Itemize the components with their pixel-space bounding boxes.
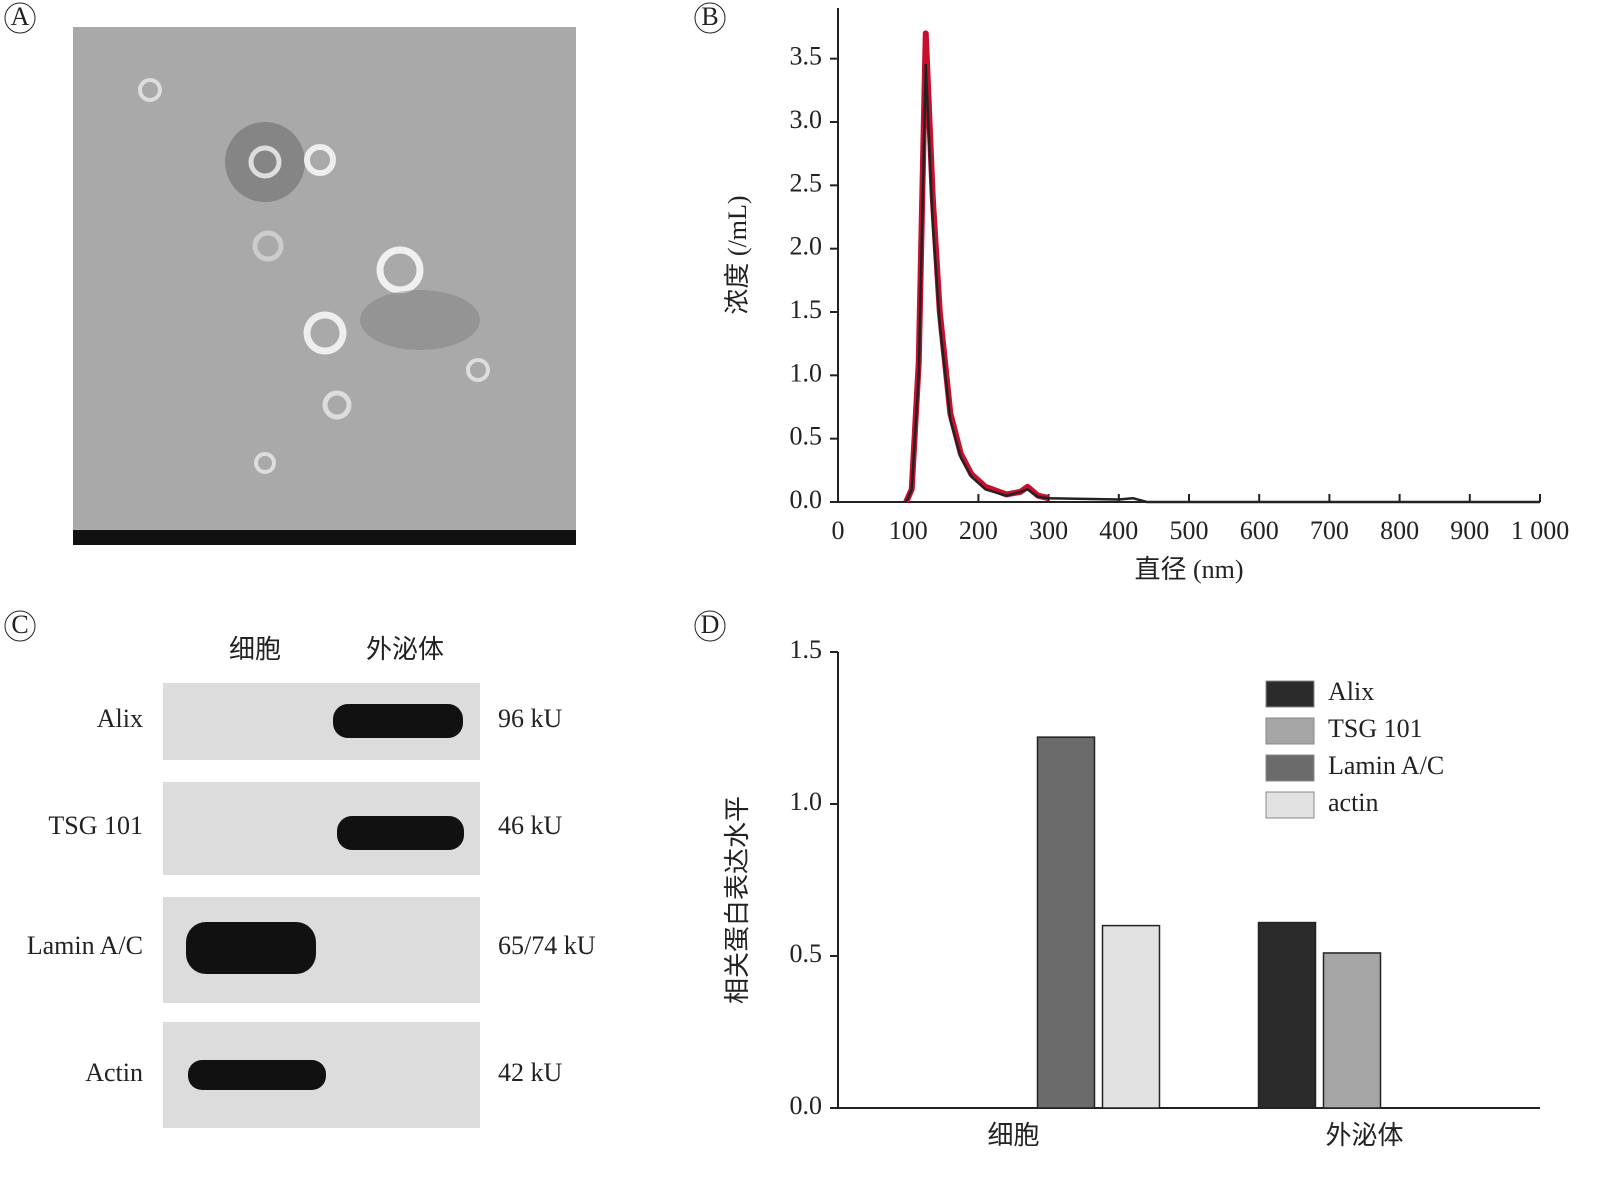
x-tick-label: 600	[1240, 516, 1279, 545]
y-tick-label: 0.0	[790, 1091, 823, 1120]
x-tick-label: 1 000	[1511, 516, 1570, 545]
y-tick-label: 1.5	[790, 295, 823, 324]
legend-label: Alix	[1328, 677, 1374, 706]
y-tick-label: 1.5	[790, 635, 823, 664]
line-series	[904, 63, 1540, 504]
size-label: 42 kU	[498, 1058, 563, 1087]
protein-label: Lamin A/C	[27, 931, 143, 960]
y-tick-label: 0.5	[790, 939, 823, 968]
panel-labels: A B C D	[4, 2, 726, 642]
y-tick-label: 1.0	[790, 358, 823, 387]
tem-image	[73, 27, 576, 545]
x-tick-label: 0	[832, 516, 845, 545]
x-tick-label: 700	[1310, 516, 1349, 545]
size-label: 96 kU	[498, 704, 563, 733]
y-axis-label: 相关蛋白表达水平	[723, 796, 752, 1004]
protein-label: Actin	[85, 1058, 143, 1087]
size-label: 46 kU	[498, 811, 563, 840]
bar	[1101, 924, 1161, 1109]
y-tick-label: 2.5	[790, 168, 823, 197]
legend-swatch	[1265, 680, 1315, 708]
panel-label: D	[701, 610, 720, 639]
y-axis-label: 浓度 (/mL)	[723, 195, 752, 314]
y-tick-label: 0.0	[790, 485, 823, 514]
x-tick-label: 300	[1029, 516, 1068, 545]
x-tick-label: 400	[1099, 516, 1138, 545]
western-blot: 细胞 外泌体 Alix 96 kU TSG 101 46 kU Lamin A/…	[27, 635, 596, 1128]
x-tick-label: 100	[889, 516, 928, 545]
y-tick-label: 3.0	[790, 105, 823, 134]
column-header: 外泌体	[366, 635, 444, 664]
y-tick-label: 2.0	[790, 232, 823, 261]
y-tick-label: 1.0	[790, 787, 823, 816]
bar	[1257, 921, 1317, 1109]
legend-label: TSG 101	[1328, 714, 1423, 743]
legend-label: actin	[1328, 788, 1379, 817]
bar	[1322, 952, 1382, 1109]
protein-label: Alix	[97, 704, 143, 733]
x-axis-label: 直径 (nm)	[1134, 555, 1243, 584]
legend-swatch	[1265, 791, 1315, 819]
legend-swatch	[1265, 717, 1315, 745]
panel-label: A	[11, 2, 30, 31]
legend-swatch	[1265, 754, 1315, 782]
panel-label: C	[11, 610, 28, 639]
column-header: 细胞	[229, 635, 281, 664]
x-tick-label: 800	[1380, 516, 1419, 545]
panel-label: B	[701, 2, 718, 31]
y-tick-label: 0.5	[790, 422, 823, 451]
x-tick-label: 900	[1450, 516, 1489, 545]
x-tick-label: 外泌体	[1325, 1121, 1403, 1150]
x-tick-label: 细胞	[987, 1121, 1039, 1150]
x-tick-label: 200	[959, 516, 998, 545]
y-tick-label: 3.5	[790, 42, 823, 71]
legend-label: Lamin A/C	[1328, 751, 1444, 780]
size-label: 65/74 kU	[498, 931, 596, 960]
bar	[1036, 736, 1096, 1109]
protein-label: TSG 101	[48, 811, 143, 840]
x-tick-label: 500	[1170, 516, 1209, 545]
